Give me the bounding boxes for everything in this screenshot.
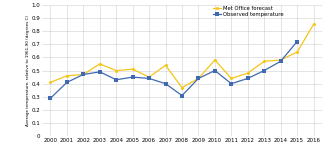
Met Office forecast xyxy=(246,72,250,74)
Observed temperature xyxy=(213,70,217,71)
Observed temperature xyxy=(114,79,118,81)
Met Office forecast xyxy=(131,68,135,70)
Observed temperature xyxy=(98,71,102,73)
Observed temperature xyxy=(262,70,266,71)
Met Office forecast xyxy=(147,76,151,78)
Met Office forecast xyxy=(197,78,201,79)
Line: Met Office forecast: Met Office forecast xyxy=(49,23,315,89)
Observed temperature xyxy=(81,74,85,75)
Met Office forecast xyxy=(229,78,233,79)
Met Office forecast xyxy=(114,70,118,71)
Observed temperature xyxy=(246,78,250,79)
Met Office forecast xyxy=(213,59,217,61)
Met Office forecast xyxy=(312,23,316,25)
Observed temperature xyxy=(279,60,283,62)
Legend: Met Office forecast, Observed temperature: Met Office forecast, Observed temperatur… xyxy=(213,6,283,17)
Met Office forecast xyxy=(65,75,69,77)
Observed temperature xyxy=(180,95,184,96)
Observed temperature xyxy=(131,76,135,78)
Observed temperature xyxy=(48,97,52,99)
Y-axis label: Average temperature, relative to 1961-90 (degrees C): Average temperature, relative to 1961-90… xyxy=(26,15,30,126)
Met Office forecast xyxy=(48,82,52,83)
Met Office forecast xyxy=(98,63,102,65)
Met Office forecast xyxy=(295,51,299,53)
Observed temperature xyxy=(163,83,167,85)
Met Office forecast xyxy=(81,74,85,75)
Observed temperature xyxy=(295,41,299,42)
Observed temperature xyxy=(147,78,151,79)
Observed temperature xyxy=(65,82,69,83)
Observed temperature xyxy=(229,83,233,85)
Met Office forecast xyxy=(163,64,167,66)
Met Office forecast xyxy=(180,87,184,89)
Line: Observed temperature: Observed temperature xyxy=(49,40,299,100)
Met Office forecast xyxy=(279,59,283,61)
Observed temperature xyxy=(197,78,201,79)
Met Office forecast xyxy=(262,60,266,62)
